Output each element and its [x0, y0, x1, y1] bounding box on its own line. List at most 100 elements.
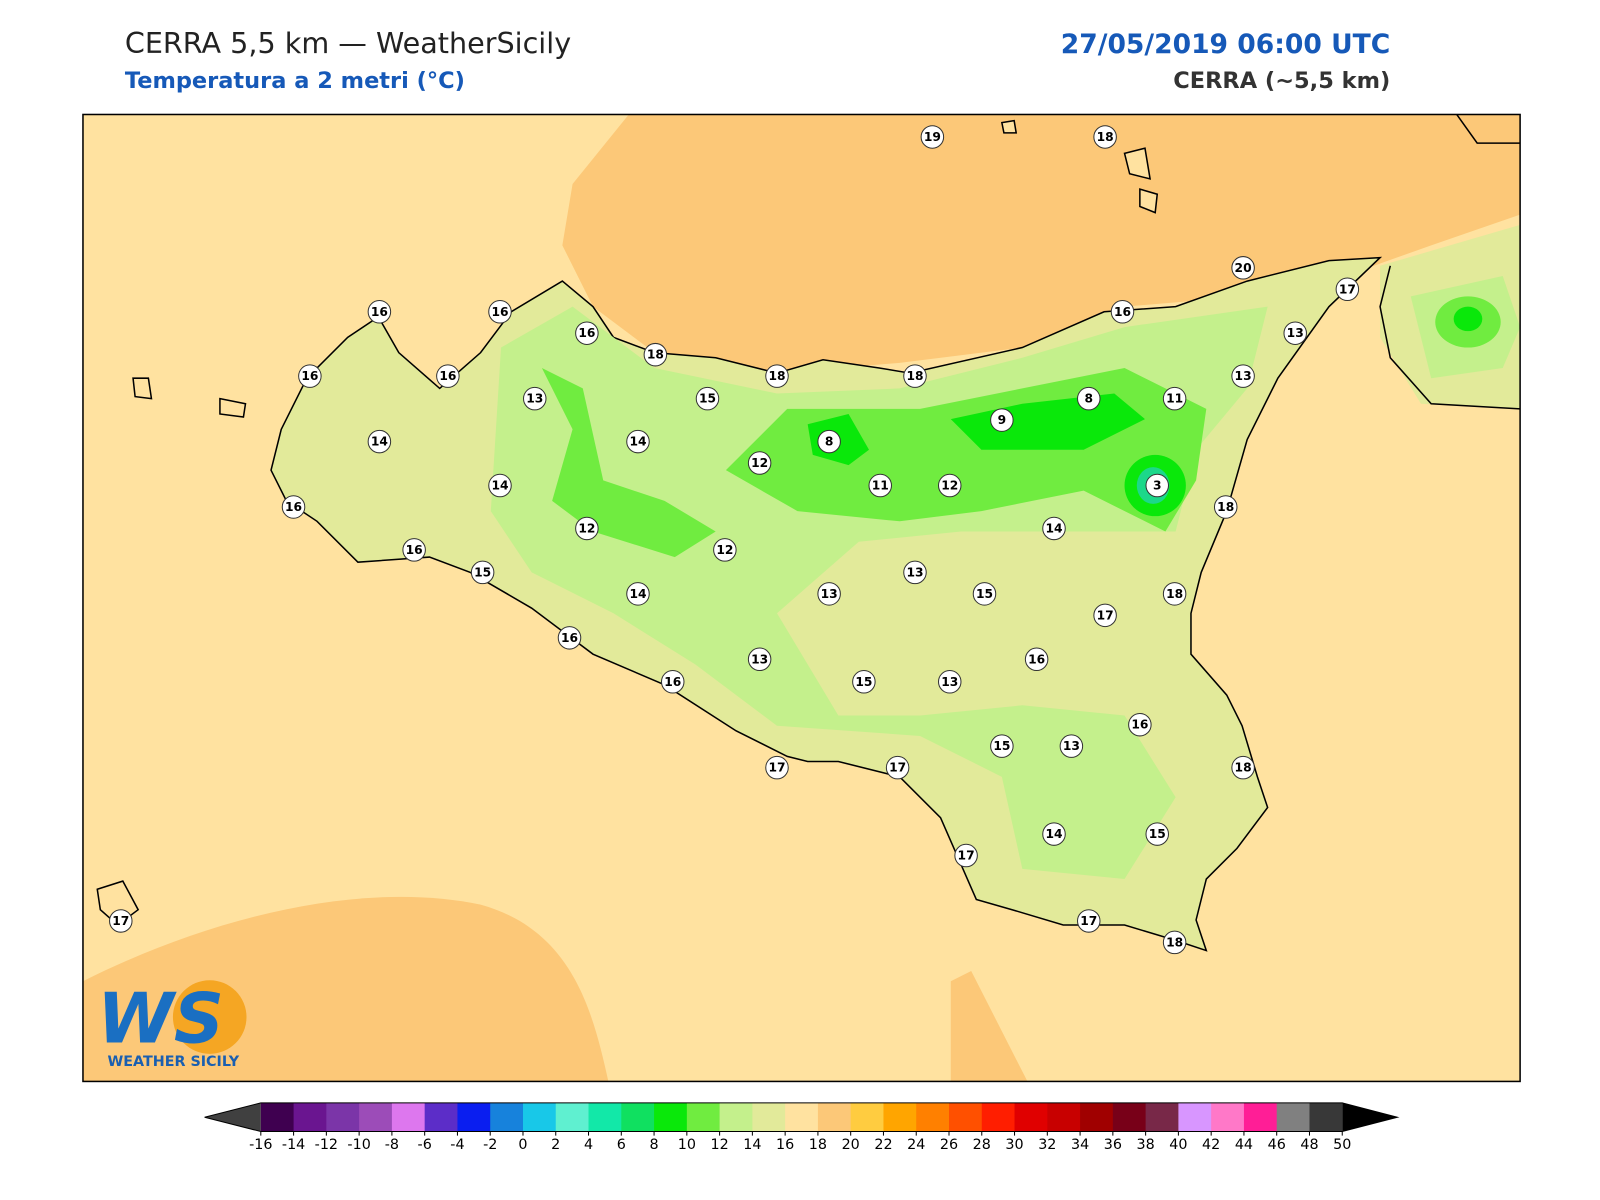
station-marker: [937, 473, 962, 498]
station-marker: [575, 516, 599, 541]
logo-name: WEATHER SICILY: [107, 1054, 239, 1070]
colorbar-segment: [457, 1102, 491, 1132]
station-marker: [1110, 300, 1135, 324]
colorbar-segment: [719, 1102, 753, 1132]
colorbar-segment: [1178, 1102, 1212, 1132]
colorbar-tick-label: 32: [1038, 1137, 1056, 1153]
station-marker: [903, 560, 927, 585]
station-marker: [1093, 603, 1117, 628]
station-marker: [1231, 364, 1255, 388]
colorbar-tick-label: 28: [973, 1137, 991, 1153]
colorbar-segment: [326, 1102, 360, 1132]
station-value: 16: [406, 543, 423, 557]
colorbar-segment: [621, 1102, 655, 1132]
station-marker: [281, 495, 306, 519]
colorbar-segment: [916, 1102, 950, 1132]
station-value: 18: [906, 369, 923, 383]
station-marker: [765, 755, 789, 780]
colorbar-tick-label: -4: [450, 1137, 464, 1153]
map: [82, 113, 1521, 1083]
station-marker: [990, 408, 1014, 432]
station-value: 14: [491, 479, 508, 493]
station-value: 16: [1028, 652, 1045, 666]
station-value: 16: [371, 305, 388, 319]
station-value: 16: [1114, 305, 1131, 319]
colorbar-tick-label: 8: [650, 1137, 659, 1153]
station-marker: [1162, 386, 1187, 411]
colorbar-tick-label: 12: [711, 1137, 729, 1153]
station-value: 3: [1153, 479, 1162, 493]
model: CERRA (~5,5 km): [1173, 68, 1390, 94]
colorbar-tick-label: -2: [483, 1137, 497, 1153]
colorbar-tick-label: 44: [1235, 1137, 1253, 1153]
colorbar-segment: [850, 1102, 884, 1132]
station-marker: [765, 364, 789, 388]
colorbar-over: [1342, 1102, 1398, 1132]
station-value: 17: [112, 914, 129, 928]
logo-mark: WS: [97, 979, 224, 1060]
station-value: 17: [889, 761, 906, 775]
station-marker: [1042, 516, 1066, 541]
colorbar-tick-label: 16: [776, 1137, 794, 1153]
station-marker: [575, 321, 599, 345]
station-marker: [1128, 712, 1152, 737]
station-marker: [1059, 734, 1084, 758]
station-marker: [367, 429, 392, 454]
station-value: 13: [1063, 739, 1080, 753]
station-marker: [1145, 473, 1169, 498]
station-marker: [1231, 256, 1255, 280]
colorbar-tick-label: 50: [1333, 1137, 1351, 1153]
station-marker: [660, 670, 685, 694]
colorbar-segment: [785, 1102, 819, 1132]
colorbar-segment: [424, 1102, 458, 1132]
station-marker: [1283, 321, 1307, 345]
station-value: 20: [1235, 261, 1252, 275]
station-marker: [470, 560, 495, 585]
station-value: 18: [1166, 587, 1183, 601]
colorbar-under: [204, 1102, 261, 1132]
station-value: 15: [976, 587, 993, 601]
colorbar-segment: [1112, 1102, 1147, 1132]
station-value: 16: [301, 369, 318, 383]
colorbar-segment: [293, 1102, 327, 1132]
title: CERRA 5,5 km — WeatherSicily: [125, 26, 571, 60]
colorbar-tick-label: -10: [347, 1137, 370, 1153]
station-marker: [436, 364, 460, 388]
station-marker: [1024, 647, 1049, 672]
station-value: 19: [924, 130, 941, 144]
station-marker: [1213, 495, 1238, 519]
colorbar-segment: [391, 1102, 426, 1132]
station-value: 18: [768, 369, 785, 383]
station-marker: [643, 342, 668, 367]
colorbar-tick-label: 24: [907, 1137, 925, 1153]
colorbar-tick-label: -16: [249, 1137, 272, 1153]
station-value: 12: [578, 521, 595, 535]
station-marker: [747, 451, 772, 475]
colorbar: -16 -14 -12 -10 -8 -6 -4 -2 0 2 4 6 8 10 12 14 16 18 20 22 2…: [204, 1102, 1400, 1153]
station-value: 18: [1217, 500, 1234, 514]
station-value: 15: [699, 392, 716, 406]
station-value: 16: [561, 631, 578, 645]
station-marker: [488, 473, 512, 498]
colorbar-tick-label: 40: [1169, 1137, 1187, 1153]
station-marker: [1162, 930, 1187, 955]
station-value: 18: [1097, 130, 1114, 144]
colorbar-tick-label: 6: [617, 1137, 626, 1153]
station-marker: [954, 843, 978, 868]
station-value: 13: [751, 652, 768, 666]
station-value: 9: [998, 413, 1007, 427]
station-value: 12: [716, 543, 733, 557]
colorbar-segment: [1211, 1102, 1245, 1132]
colorbar-segment: [1309, 1102, 1343, 1132]
colorbar-tick-label: 48: [1300, 1137, 1318, 1153]
station-marker: [695, 386, 720, 411]
colorbar-tick-label: 30: [1005, 1137, 1023, 1153]
station-value: 14: [1045, 827, 1062, 841]
subtitle: Temperatura a 2 metri (°C): [125, 68, 465, 94]
station-marker: [626, 429, 650, 454]
station-marker: [1042, 822, 1066, 846]
station-marker: [852, 670, 876, 694]
station-value: 18: [647, 348, 664, 362]
station-marker: [920, 125, 945, 149]
station-value: 11: [1166, 392, 1183, 406]
